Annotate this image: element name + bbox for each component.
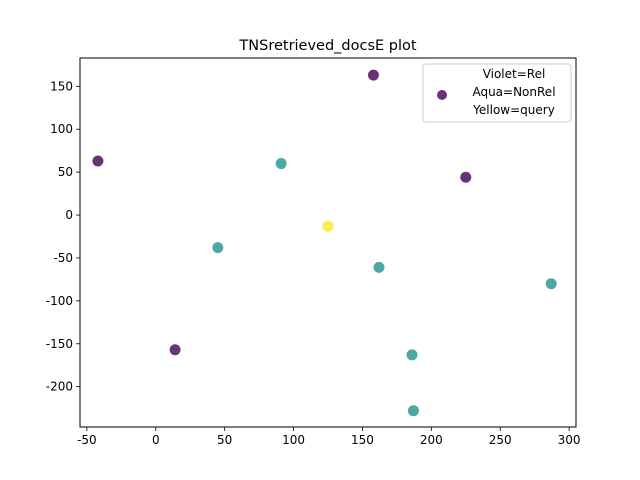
data-point — [460, 171, 472, 183]
y-tick-label: 150 — [50, 79, 73, 93]
legend-line-nonrel: Aqua=NonRel — [472, 85, 555, 99]
data-point — [212, 242, 224, 254]
y-tick-label: 100 — [50, 122, 73, 136]
data-point — [545, 278, 557, 290]
x-tick-label: 300 — [558, 433, 581, 447]
data-point — [373, 261, 385, 273]
x-tick-label: 50 — [217, 433, 232, 447]
data-point — [169, 344, 181, 356]
legend-box — [422, 63, 572, 123]
x-tick-label: 0 — [152, 433, 160, 447]
y-tick-label: -50 — [53, 251, 73, 265]
x-tick-label: 200 — [420, 433, 443, 447]
chart-title: TNSretrieved_docsE plot — [238, 38, 417, 54]
legend-line-rel: Violet=Rel — [483, 67, 546, 81]
y-tick-label: -150 — [46, 337, 73, 351]
data-points — [92, 69, 557, 417]
y-tick-label: 0 — [65, 208, 73, 222]
data-point — [407, 405, 419, 417]
data-point — [406, 349, 418, 361]
x-tick-label: 250 — [489, 433, 512, 447]
y-tick-label: -100 — [46, 294, 73, 308]
x-tick-label: 100 — [282, 433, 305, 447]
legend-line-query: Yellow=query — [472, 103, 555, 117]
y-tick-label: -200 — [46, 380, 73, 394]
legend-marker — [437, 90, 447, 100]
data-point — [322, 220, 334, 232]
legend: Violet=Rel Aqua=NonRel Yellow=query — [422, 63, 572, 123]
y-tick-label: 50 — [58, 165, 73, 179]
data-point — [367, 69, 379, 81]
axes: -50 0 50 100 150 200 250 300 -200 -150 -100 -50 0 50 1… — [46, 57, 581, 447]
data-point — [275, 158, 287, 170]
x-tick-label: -50 — [77, 433, 97, 447]
data-point — [92, 155, 104, 167]
plot-frame — [79, 57, 577, 428]
x-tick-label: 150 — [351, 433, 374, 447]
